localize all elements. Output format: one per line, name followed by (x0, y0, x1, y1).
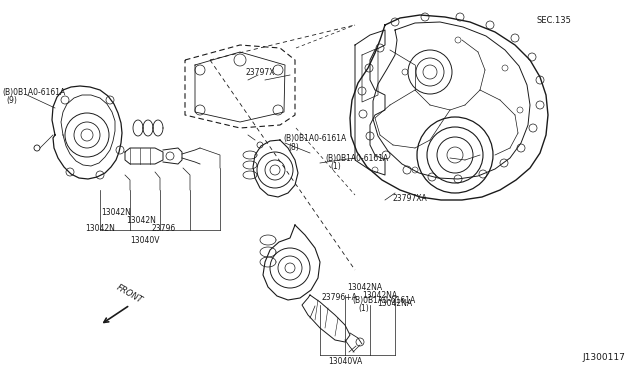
Text: SEC.135: SEC.135 (537, 16, 572, 25)
Text: 23796: 23796 (151, 224, 175, 232)
Text: 13042N: 13042N (126, 215, 156, 224)
Text: 13042NA: 13042NA (362, 291, 397, 299)
Text: (8): (8) (288, 142, 299, 151)
Text: (B)0B1A0-6161A: (B)0B1A0-6161A (352, 295, 415, 305)
Text: 13040VA: 13040VA (328, 357, 362, 366)
Text: (1): (1) (330, 161, 340, 170)
Text: 13042N: 13042N (85, 224, 115, 232)
Text: J1300117: J1300117 (582, 353, 625, 362)
Text: FRONT: FRONT (115, 283, 145, 305)
Text: (9): (9) (6, 96, 17, 105)
Text: 13042N: 13042N (101, 208, 131, 217)
Text: (1): (1) (358, 305, 369, 314)
Text: (B)0B1A0-6161A: (B)0B1A0-6161A (2, 87, 65, 96)
Text: 23796+A: 23796+A (322, 292, 358, 301)
Text: 23797XA: 23797XA (393, 193, 428, 202)
Text: 13040V: 13040V (131, 235, 160, 244)
Text: (B)0B1A0-6161A: (B)0B1A0-6161A (283, 134, 346, 142)
Text: 23797X: 23797X (246, 67, 275, 77)
Text: 13042NA: 13042NA (347, 282, 382, 292)
Text: (B)0B1A0-6161A: (B)0B1A0-6161A (325, 154, 388, 163)
Text: 13042NA: 13042NA (377, 298, 412, 308)
